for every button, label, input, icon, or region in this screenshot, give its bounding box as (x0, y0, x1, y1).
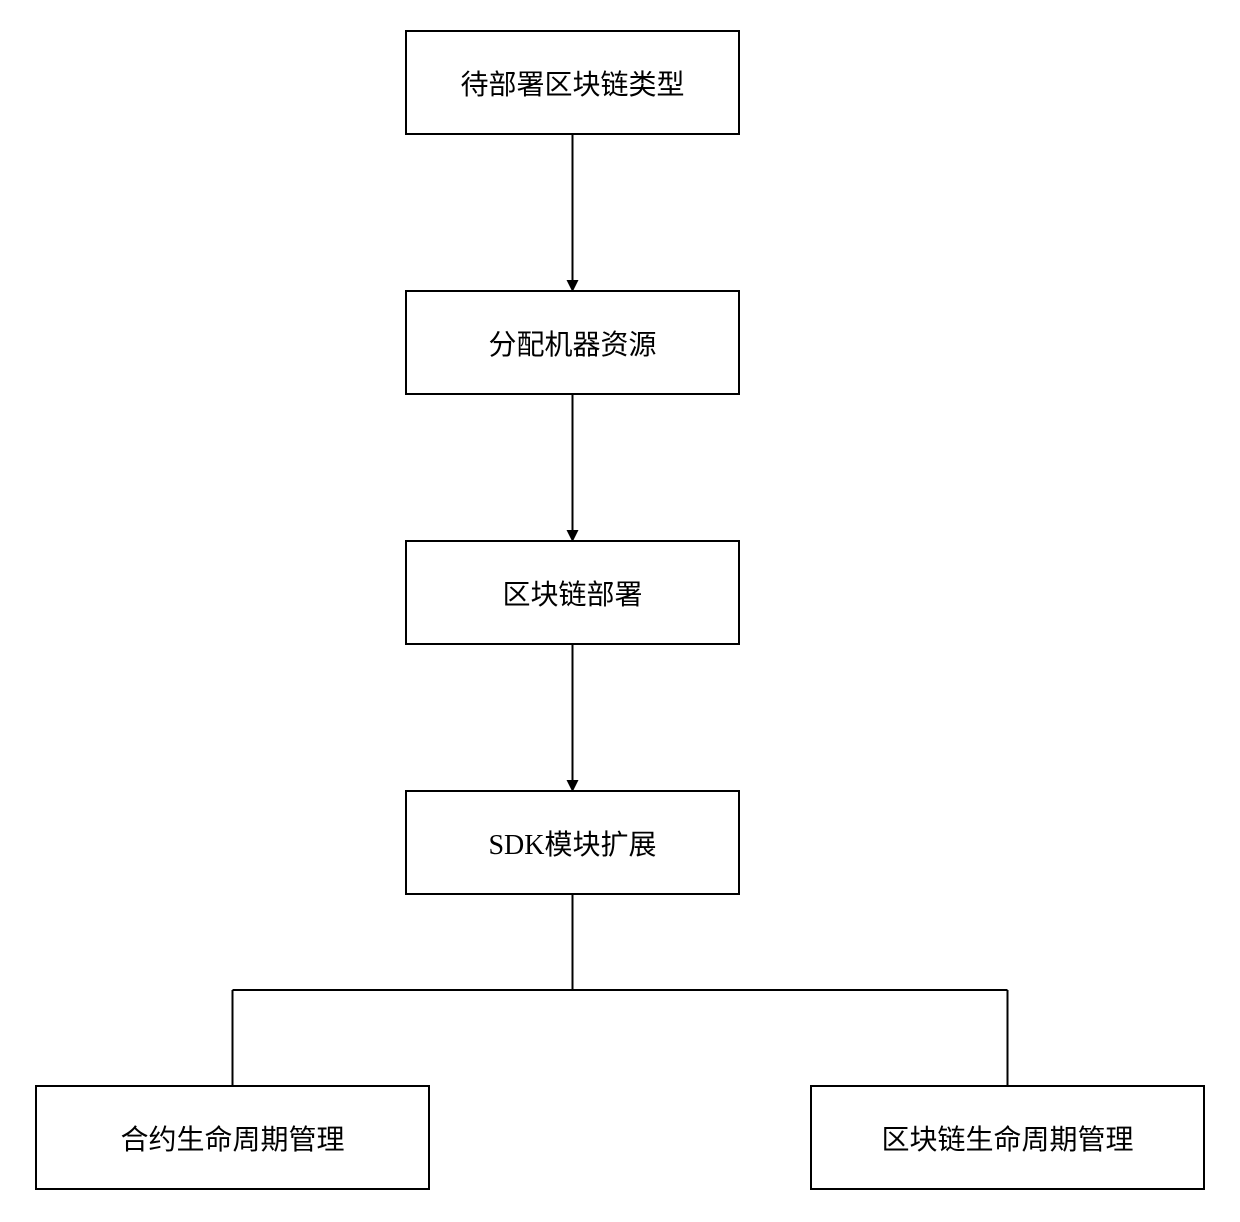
flowchart-node-label: 待部署区块链类型 (460, 63, 684, 103)
flowchart-node-n5: 合约生命周期管理 (35, 1085, 430, 1190)
flowchart-node-n4: SDK模块扩展 (405, 790, 740, 895)
flowchart-node-label: 分配机器资源 (488, 323, 656, 363)
flowchart-node-n6: 区块链生命周期管理 (810, 1085, 1205, 1190)
flowchart-node-n2: 分配机器资源 (405, 290, 740, 395)
flowchart-node-n3: 区块链部署 (405, 540, 740, 645)
flowchart-node-label: SDK模块扩展 (488, 823, 656, 863)
flowchart-node-label: 区块链部署 (502, 573, 642, 613)
flowchart-node-label: 区块链生命周期管理 (881, 1118, 1133, 1158)
flowchart-node-label: 合约生命周期管理 (120, 1118, 344, 1158)
flowchart-node-n1: 待部署区块链类型 (405, 30, 740, 135)
